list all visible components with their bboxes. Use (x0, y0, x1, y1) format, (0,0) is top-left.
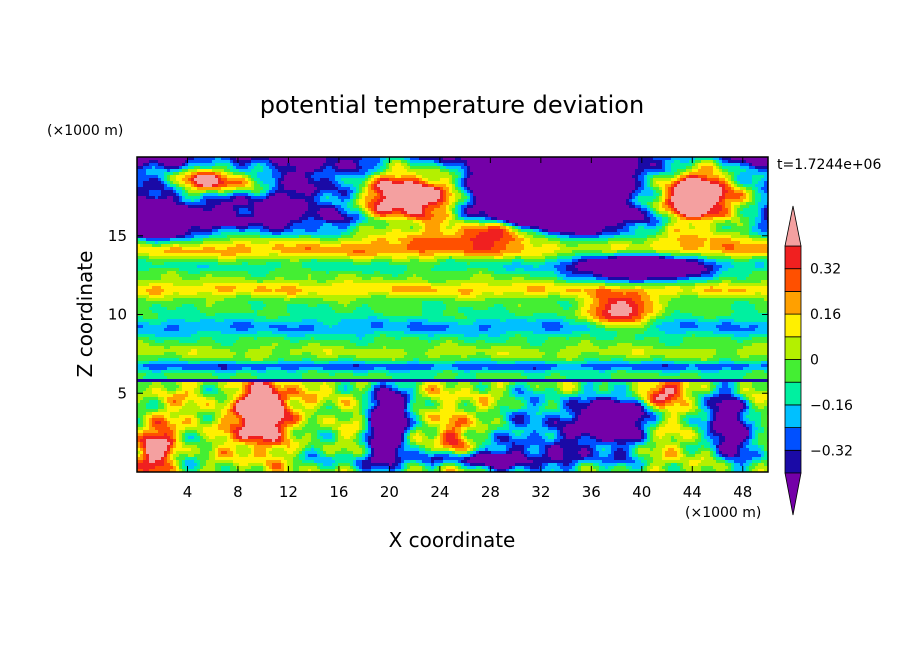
colorbar-segment (785, 337, 801, 360)
colorbar-segment (785, 291, 801, 314)
contour-plot-area (137, 157, 770, 472)
x-axis-label: X coordinate (389, 528, 516, 552)
y-axis-label: Z coordinate (73, 251, 97, 378)
colorbar-tick-label: −0.32 (810, 443, 853, 459)
x-tick-label: 8 (233, 483, 243, 501)
x-tick-label: 4 (183, 483, 193, 501)
colorbar-segment (785, 382, 801, 405)
colorbar-segment (785, 428, 801, 451)
y-tick-label: 10 (108, 306, 127, 324)
colorbar-tick-label: 0.16 (810, 307, 841, 323)
colorbar-segment (785, 450, 801, 473)
colorbar-segment (785, 269, 801, 292)
colorbar-segment (785, 360, 801, 383)
x-tick-label: 44 (683, 483, 702, 501)
chart-title: potential temperature deviation (260, 91, 644, 119)
colorbar-tick-label: −0.16 (810, 398, 853, 414)
x-tick-label: 40 (632, 483, 651, 501)
x-tick-label: 48 (733, 483, 752, 501)
colorbar-upper-extend (785, 206, 801, 246)
time-label: t=1.7244e+06 (777, 157, 881, 173)
colorbar-lower-extend (785, 473, 801, 515)
x-tick-label: 16 (329, 483, 348, 501)
colorbar-tick-label: 0 (810, 353, 819, 369)
x-tick-label: 32 (531, 483, 550, 501)
y-unit-label: (×1000 m) (47, 123, 123, 139)
colorbar: 0.32 0.16 0 −0.16 −0.32 (785, 206, 853, 515)
y-tick-label: 15 (108, 227, 127, 245)
colorbar-segment (785, 405, 801, 428)
colorbar-segment (785, 246, 801, 269)
x-tick-label: 36 (582, 483, 601, 501)
x-tick-label: 28 (481, 483, 500, 501)
colorbar-segment (785, 314, 801, 337)
colorbar-tick-label: 0.32 (810, 262, 841, 278)
x-tick-label: 24 (430, 483, 449, 501)
x-tick-label: 20 (380, 483, 399, 501)
x-tick-label: 12 (279, 483, 298, 501)
x-unit-label: (×1000 m) (685, 505, 761, 521)
y-tick-label: 5 (117, 384, 127, 402)
